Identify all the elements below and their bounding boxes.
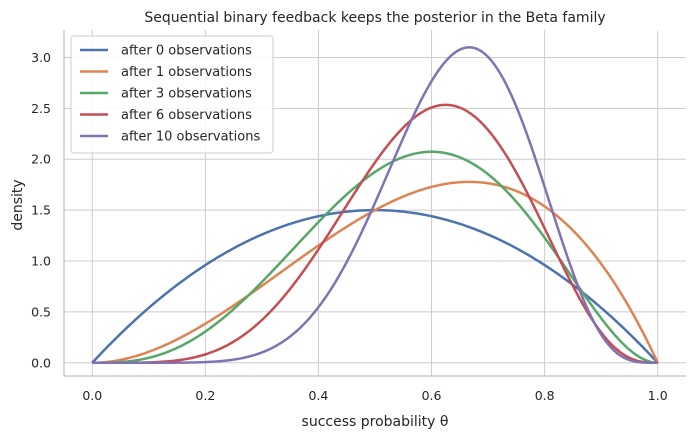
y-tick-label: 0.0 bbox=[31, 355, 51, 370]
x-tick-label: 0.8 bbox=[535, 388, 555, 403]
legend-box bbox=[70, 35, 274, 154]
legend-entry: after 1 observations bbox=[121, 65, 252, 80]
y-tick-label: 2.0 bbox=[31, 152, 51, 167]
x-tick-label: 0.4 bbox=[309, 388, 329, 403]
series-line bbox=[92, 180, 659, 365]
series-line bbox=[92, 46, 658, 365]
legend-entry: after 0 observations bbox=[121, 44, 252, 59]
x-tick-label: 0.2 bbox=[195, 388, 215, 403]
series-line bbox=[92, 103, 658, 365]
chart-title: Sequential binary feedback keeps the pos… bbox=[144, 10, 605, 26]
y-tick-label: 2.5 bbox=[31, 101, 51, 116]
x-axis-label: success probability θ bbox=[302, 414, 449, 430]
x-tick-label: 0.6 bbox=[422, 388, 442, 403]
series-lines bbox=[91, 46, 659, 365]
y-tick-label: 1.0 bbox=[31, 254, 51, 269]
tick-labels: 0.0 0.2 0.4 0.6 0.8 1.0 0.0 0.5 1.0 1.5 2.0 2.5 3.0 bbox=[31, 50, 668, 403]
legend-entry: after 3 observations bbox=[121, 87, 252, 102]
legend-entry: after 6 observations bbox=[121, 108, 252, 123]
x-tick-label: 1.0 bbox=[648, 388, 668, 403]
legend-entry: after 10 observations bbox=[121, 130, 260, 145]
x-tick-label: 0.0 bbox=[82, 388, 102, 403]
y-tick-label: 1.5 bbox=[31, 203, 51, 218]
legend: after 0 observations after 1 observations… bbox=[70, 35, 274, 154]
y-tick-label: 3.0 bbox=[31, 50, 51, 65]
y-tick-label: 0.5 bbox=[31, 304, 51, 319]
y-axis-label: density bbox=[10, 179, 26, 230]
